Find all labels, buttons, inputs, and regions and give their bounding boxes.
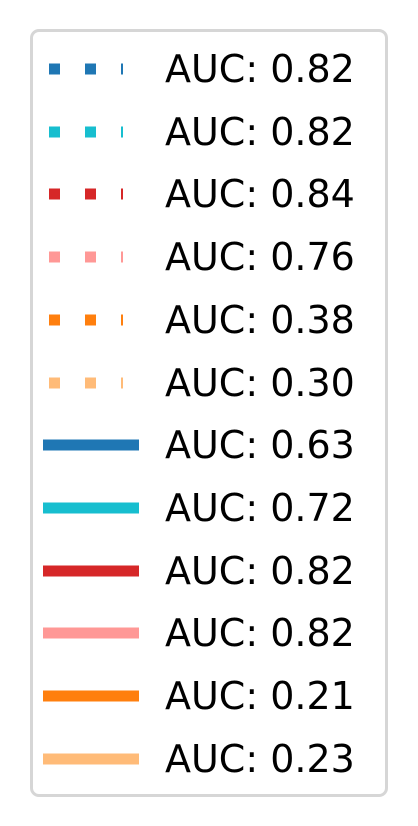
legend-swatch-solid [43, 439, 139, 451]
legend-label: AUC: 0.72 [165, 485, 355, 530]
legend-label: AUC: 0.84 [165, 172, 355, 217]
legend-entry: AUC: 0.21 [33, 665, 385, 727]
legend-entry: AUC: 0.84 [33, 163, 385, 225]
legend-swatch-dotted [49, 126, 123, 138]
legend-label: AUC: 0.82 [165, 109, 355, 154]
legend-swatch-dotted [49, 314, 123, 326]
legend-swatch-solid [43, 753, 139, 765]
legend-label: AUC: 0.82 [165, 611, 355, 656]
legend-label: AUC: 0.82 [165, 47, 355, 91]
legend-swatch-dotted [49, 188, 123, 200]
legend-swatch-dotted [49, 377, 123, 388]
legend-swatch-solid [43, 565, 139, 577]
legend-entry: AUC: 0.38 [33, 289, 385, 351]
legend-label: AUC: 0.21 [165, 674, 355, 718]
legend-swatch-solid [43, 502, 139, 514]
legend-swatch-solid [43, 627, 139, 639]
legend-label: AUC: 0.76 [165, 235, 355, 280]
legend-swatch-dotted [49, 63, 123, 75]
legend-label: AUC: 0.63 [165, 423, 355, 468]
legend-entry: AUC: 0.82 [33, 101, 385, 163]
legend-label: AUC: 0.30 [165, 360, 355, 405]
legend-swatch-dotted [49, 251, 123, 263]
legend-entry: AUC: 0.82 [33, 38, 385, 100]
legend-label: AUC: 0.23 [165, 736, 355, 781]
legend-entry: AUC: 0.23 [33, 728, 385, 790]
legend-swatch-solid [43, 690, 139, 702]
legend-entry: AUC: 0.72 [33, 477, 385, 539]
legend-entry: AUC: 0.82 [33, 540, 385, 602]
legend-entry: AUC: 0.30 [33, 352, 385, 414]
chart-legend: AUC: 0.82 AUC: 0.82 AUC: 0.84 AUC: 0.76 AUC:… [30, 29, 388, 797]
legend-entry: AUC: 0.63 [33, 414, 385, 476]
legend-label: AUC: 0.38 [165, 297, 355, 342]
legend-entry: AUC: 0.82 [33, 602, 385, 664]
legend-label: AUC: 0.82 [165, 548, 355, 593]
legend-entry: AUC: 0.76 [33, 226, 385, 288]
